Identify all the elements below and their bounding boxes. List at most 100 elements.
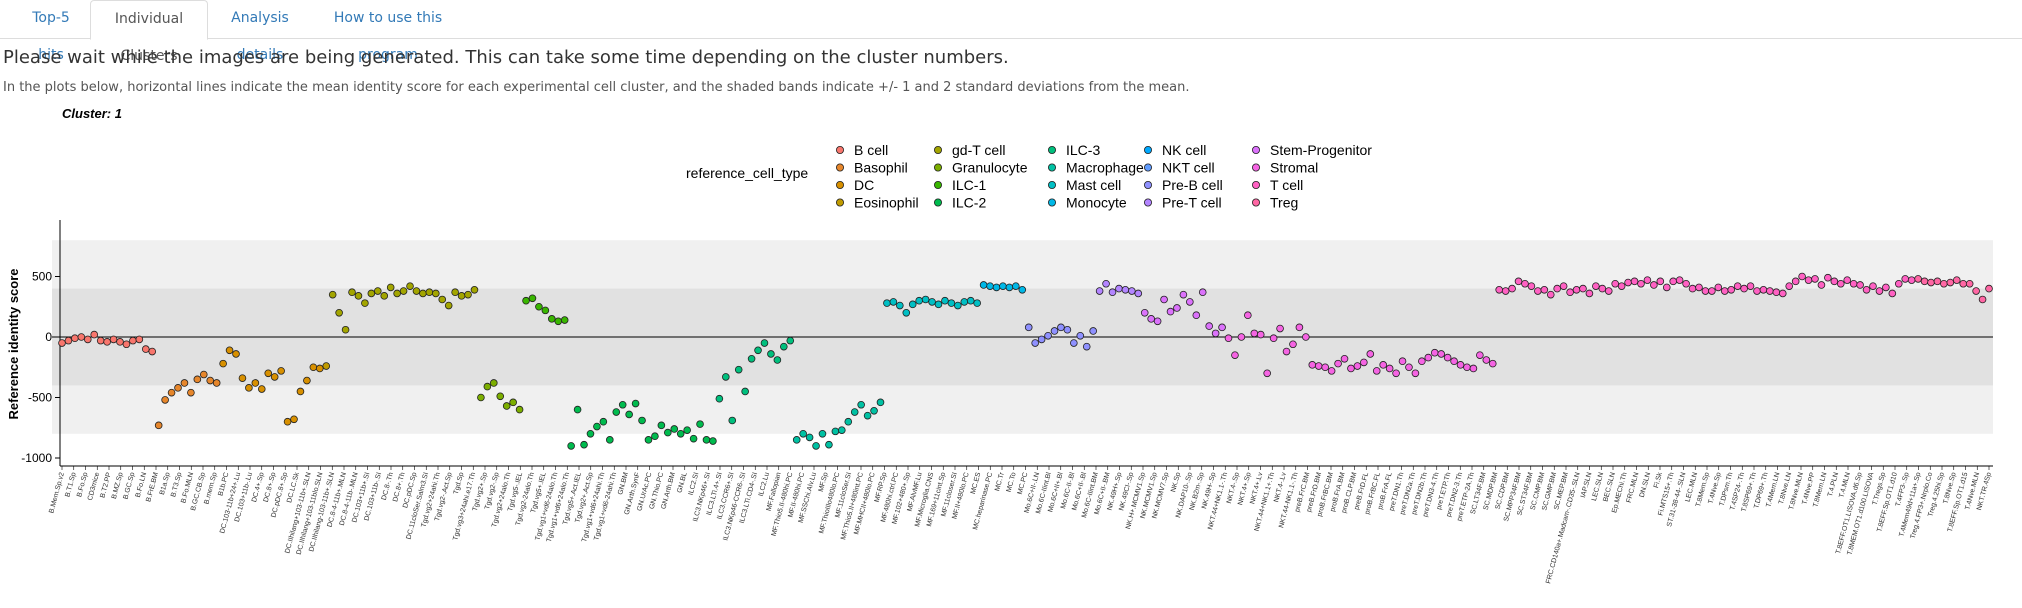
point-t-cell (1572, 286, 1581, 294)
point-t-cell (1766, 287, 1774, 295)
point-treg (1972, 287, 1980, 295)
tab-bar: Top-5 hits Individual Clusters Analysis … (0, 0, 2022, 64)
x-tick-label: GN.BM (617, 472, 630, 496)
point-basophil (174, 384, 182, 392)
point-t-cell (1604, 287, 1613, 295)
point-mast-cell (915, 296, 923, 305)
point-pre-b-cell (1082, 342, 1091, 351)
point-t-cell (1727, 286, 1736, 294)
x-tick-label: Fi.Sk (1653, 471, 1664, 489)
legend-key-macrophage (1048, 163, 1057, 172)
legend-key-treg (1252, 198, 1261, 207)
point-pre-t-cell (1121, 286, 1130, 294)
point-gd-t-cell (393, 289, 401, 298)
point-gd-t-cell (406, 282, 414, 290)
point-b-cell (116, 338, 124, 346)
point-stromal (1385, 364, 1394, 373)
tab-how-to-use[interactable]: How to use this program (333, 10, 443, 63)
point-t-cell (1733, 282, 1742, 290)
tab-analysis-details[interactable]: Analysis details (231, 10, 289, 63)
point-stromal (1334, 359, 1342, 368)
point-t-cell (1759, 286, 1768, 294)
legend-label-pre-b-cell: Pre-B cell (1162, 177, 1223, 193)
point-t-cell (1862, 286, 1871, 294)
point-t-cell (1894, 279, 1903, 288)
legend-label-nk-cell: NK cell (1162, 142, 1206, 158)
legend-key-ilc-2 (934, 198, 943, 207)
point-macrophage (844, 417, 853, 426)
tab-individual-clusters[interactable]: Individual Clusters (90, 0, 208, 64)
point-stromal (1482, 356, 1491, 364)
point-gd-t-cell (373, 287, 382, 295)
point-t-cell (1534, 287, 1542, 295)
legend-label-monocyte: Monocyte (1066, 195, 1127, 211)
point-ilc-1 (554, 317, 563, 326)
point-pre-b-cell (1031, 339, 1039, 347)
point-mast-cell (973, 299, 981, 307)
point-ilc-2 (580, 440, 588, 449)
point-granulocyte (515, 405, 524, 414)
point-ilc-2 (664, 428, 672, 437)
point-t-cell (1714, 283, 1723, 292)
point-t-cell (1817, 281, 1826, 289)
point-gd-t-cell (328, 290, 337, 299)
point-t-cell (1624, 278, 1632, 287)
point-dc (238, 374, 247, 382)
point-stromal (1411, 369, 1420, 378)
point-pre-b-cell (1089, 327, 1097, 335)
point-treg (1940, 279, 1948, 288)
point-stromal (1302, 333, 1310, 341)
point-ilc-2 (612, 408, 621, 416)
point-ilc-2 (586, 429, 595, 438)
point-t-cell (1650, 281, 1658, 289)
chart-title: Cluster: 1 (62, 106, 122, 121)
point-ilc-3 (741, 387, 749, 396)
legend-key-granulocyte (934, 163, 943, 172)
point-gd-t-cell (451, 288, 459, 297)
point-stromal (1424, 353, 1433, 362)
legend-key-nk-cell (1144, 146, 1153, 155)
point-macrophage (831, 427, 840, 436)
point-t-cell (1907, 276, 1916, 284)
point-treg (1965, 279, 1974, 288)
legend-label-mast-cell: Mast cell (1066, 177, 1121, 193)
x-tick-label: NK.Sp (1170, 472, 1182, 493)
point-gd-t-cell (335, 309, 343, 317)
legend-key-ilc-1 (934, 181, 943, 190)
tab-top-5-hits[interactable]: Top-5 hits (32, 10, 70, 63)
point-basophil (167, 388, 176, 397)
point-stem-progenitor (1166, 307, 1175, 316)
point-stem-progenitor (1186, 298, 1194, 306)
point-gd-t-cell (367, 289, 376, 298)
x-tick-label: B.FrE.BM (145, 472, 160, 503)
point-macrophage (876, 398, 885, 407)
point-t-cell (1804, 276, 1813, 284)
point-stem-progenitor (1218, 323, 1226, 332)
point-mast-cell (941, 296, 949, 305)
x-tick-label: MC.To (1006, 472, 1018, 493)
point-monocyte (992, 283, 1001, 292)
point-stromal (1392, 369, 1400, 378)
point-stem-progenitor (1179, 290, 1188, 299)
point-pre-b-cell (1050, 327, 1059, 335)
point-t-cell (1753, 287, 1761, 295)
point-pre-b-cell (1070, 339, 1078, 347)
point-stromal (1437, 350, 1445, 358)
point-b-cell (64, 336, 73, 345)
legend-key-gd-t-cell (934, 146, 943, 155)
point-pre-b-cell (1057, 323, 1065, 332)
point-stromal (1231, 351, 1239, 359)
point-ilc-3 (780, 342, 788, 351)
point-dc (315, 364, 324, 373)
point-gd-t-cell (464, 290, 472, 299)
point-mast-cell (902, 309, 911, 317)
point-granulocyte (477, 393, 485, 402)
point-macrophage (850, 408, 859, 416)
point-t-cell (1701, 287, 1710, 295)
legend-key-nkt-cell (1144, 163, 1153, 172)
legend-label-gd-t-cell: gd-T cell (952, 142, 1005, 158)
point-gd-t-cell (431, 289, 440, 298)
point-ilc-2 (670, 425, 679, 433)
x-tick-label: MC.PC (1017, 472, 1030, 496)
point-ilc-2 (689, 434, 698, 443)
